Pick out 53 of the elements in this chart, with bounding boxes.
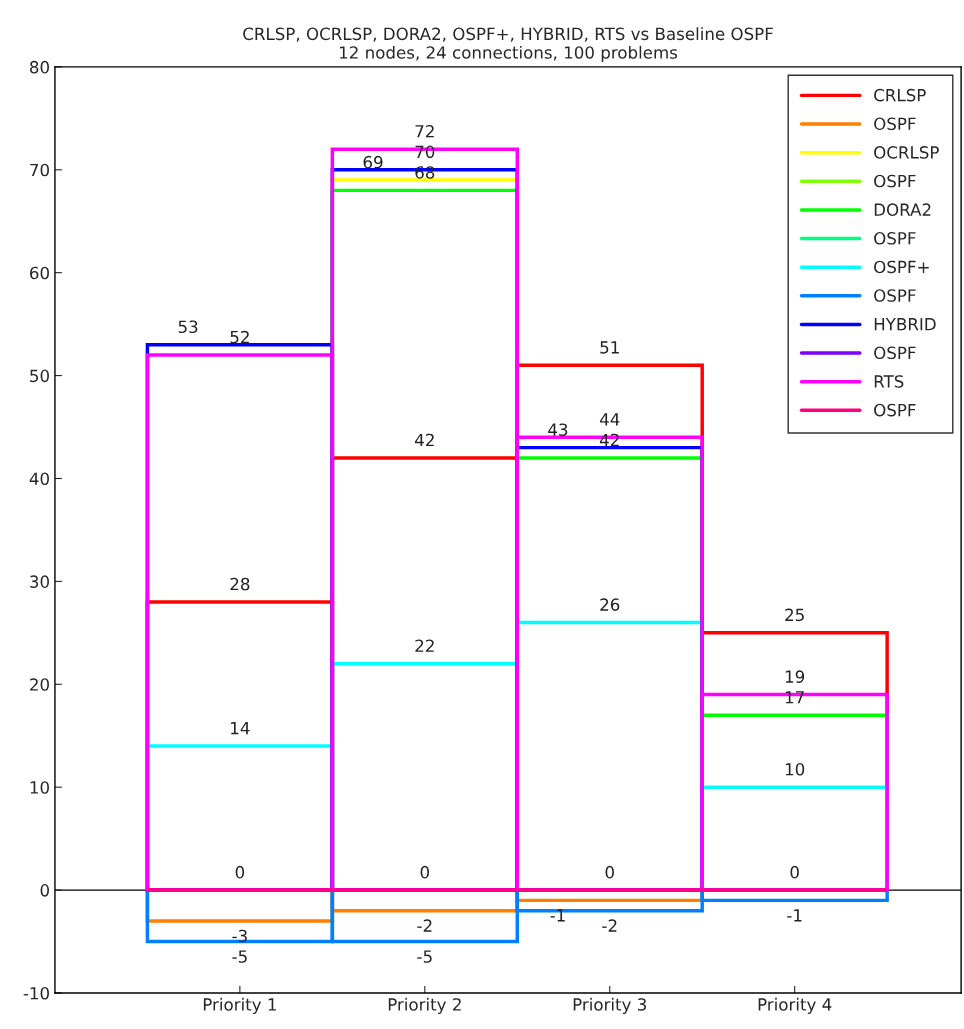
x-tick-label: Priority 2 [388,997,461,1014]
data-label: -5 [417,950,432,963]
data-label: 10 [785,762,805,776]
data-label: 44 [599,413,620,426]
legend-label: OSPF [874,403,916,417]
data-label: 28 [230,577,250,591]
data-label: 14 [231,722,250,735]
legend-label: OSPF [874,289,916,302]
legend-label: OSPF [874,346,916,360]
data-label: 0 [235,865,245,879]
y-tick-label: 60 [30,266,49,280]
data-label: 19 [785,670,805,683]
y-tick-label: 40 [29,472,49,486]
data-label: 72 [415,124,434,138]
chart-subtitle: 12 nodes, 24 connections, 100 problems [339,45,678,63]
data-label: -3 [232,929,247,943]
data-label: 42 [415,433,434,447]
data-label: 52 [230,330,249,344]
y-tick-label: 80 [30,60,49,74]
x-tick-label: Priority 3 [573,997,647,1014]
y-tick-label: 50 [30,369,49,383]
data-label: -1 [787,909,802,922]
data-label: 22 [415,639,434,652]
data-label: 53 [178,320,198,334]
data-label: 51 [600,341,619,354]
legend-label: OSPF [874,117,916,131]
y-tick-label: -10 [23,986,49,1000]
legend-label: OCRLSP [874,146,939,159]
data-label: 0 [790,865,799,879]
legend-label: DORA2 [874,203,931,216]
y-tick-label: 20 [30,678,49,691]
legend-label: CRLSP [874,88,926,102]
data-label: 26 [600,598,620,611]
legend-label: OSPF [874,174,916,188]
legend-label: RTS [874,375,904,388]
data-label: -2 [417,919,432,932]
data-label: 69 [363,155,383,169]
x-tick-label: Priority 4 [758,997,832,1014]
legend-label: OSPF [874,232,916,245]
y-tick-label: 0 [40,884,49,897]
data-label: 43 [548,423,568,436]
data-label: 0 [420,865,429,879]
data-label: 0 [605,865,614,879]
legend-label: HYBRID [874,318,936,331]
y-tick-label: 30 [30,575,49,588]
x-tick-label: Priority 1 [203,997,276,1014]
data-label: -5 [232,950,247,963]
chart-title: CRLSP, OCRLSP, DORA2, OSPF+, HYBRID, RTS vs Baseline OSPF [243,27,773,42]
y-tick-label: 70 [30,163,49,177]
legend-label: OSPF+ [874,260,929,274]
data-label: 25 [785,608,804,622]
y-tick-label: 10 [30,781,49,794]
data-label: -2 [602,919,617,932]
